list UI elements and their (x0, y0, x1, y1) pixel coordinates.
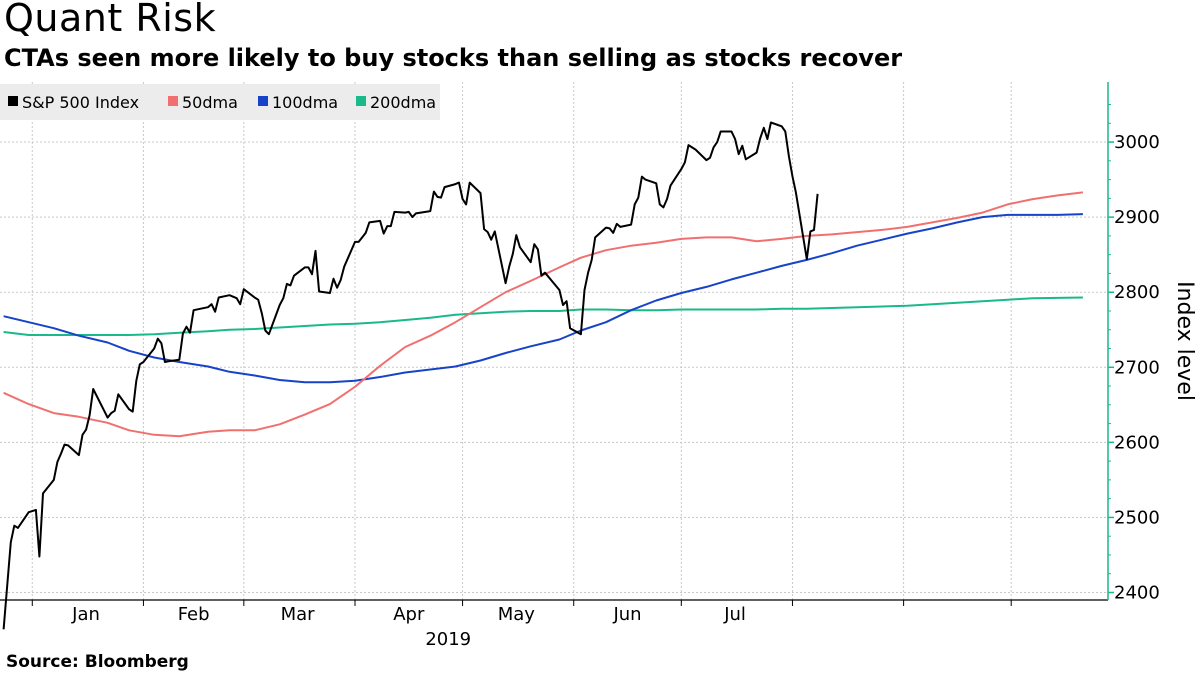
x-tick-label: Feb (178, 604, 210, 625)
chart-subtitle: CTAs seen more likely to buy stocks than… (4, 44, 903, 72)
x-tick-label: Jan (71, 604, 100, 625)
legend-swatch (168, 96, 178, 106)
legend-background (0, 84, 440, 120)
x-tick-label: Jun (612, 604, 641, 625)
legend-entry: 200dma (370, 93, 436, 112)
y-axis-title: Index level (1172, 281, 1197, 401)
source-note: Source: Bloomberg (6, 652, 189, 672)
y-tick-label: 2400 (1114, 582, 1160, 603)
legend-swatch (356, 96, 366, 106)
legend-entry: 50dma (182, 93, 238, 112)
legend: S&P 500 Index 50dma 100dma 200dma (0, 84, 440, 120)
series-line-200dma (3, 296, 1083, 336)
legend-swatch (258, 96, 268, 106)
series-line-50dma (3, 191, 1084, 438)
y-tick-label: 2900 (1114, 207, 1160, 228)
x-tick-label: Apr (393, 604, 425, 625)
y-tick-label: 2800 (1114, 282, 1160, 303)
y-tick-label: 3000 (1114, 132, 1160, 153)
series-line-s-p-500-index (2, 121, 819, 630)
gridlines (0, 82, 1108, 600)
x-tick-label: May (498, 604, 536, 625)
series-lines (2, 121, 1084, 630)
series-line-100dma (3, 213, 1083, 384)
chart-title: Quant Risk (4, 0, 217, 40)
x-axis-title: 2019 (425, 629, 471, 650)
x-tick-label: Jul (723, 604, 746, 625)
axes: 2400 2500 2600 2700 2800 2900 3000 Jan Feb Mar Apr… (0, 82, 1160, 625)
x-tick-label: Mar (281, 604, 316, 625)
legend-entry: S&P 500 Index (22, 93, 139, 112)
legend-entry: 100dma (272, 93, 338, 112)
y-tick-label: 2600 (1114, 432, 1160, 453)
legend-swatch (8, 96, 18, 106)
y-tick-label: 2500 (1114, 507, 1160, 528)
y-tick-label: 2700 (1114, 357, 1160, 378)
